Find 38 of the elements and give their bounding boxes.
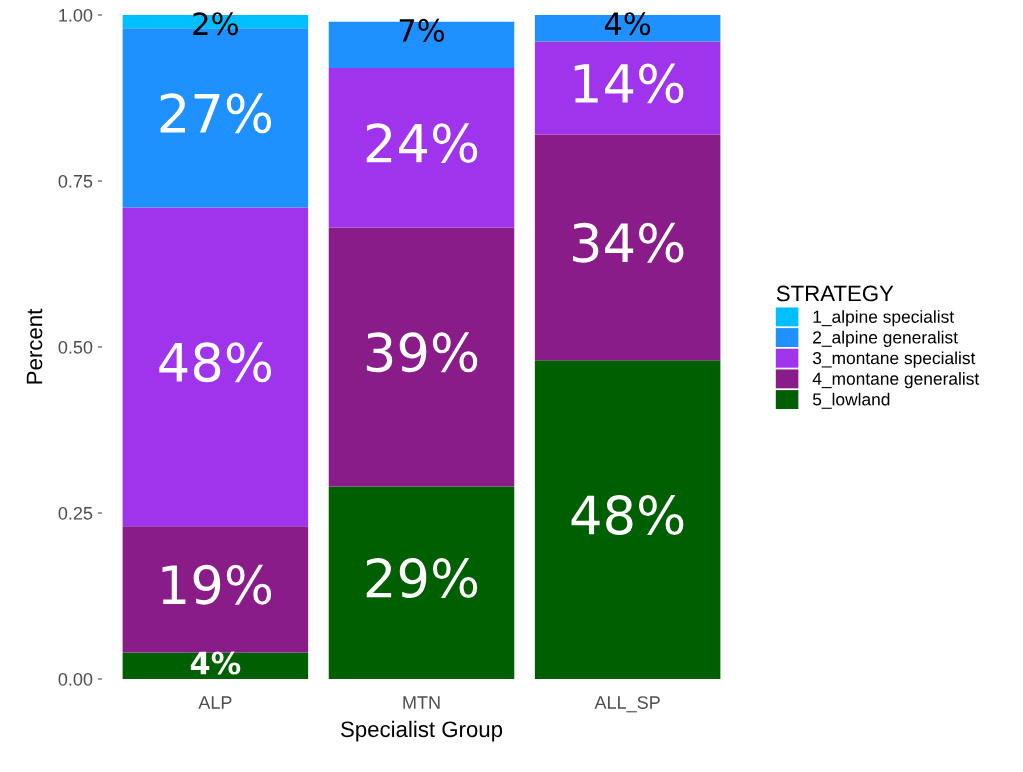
bar [122, 207, 309, 527]
y-axis-title: Percent [26, 308, 43, 384]
data-label: 4% [604, 12, 651, 36]
bar [328, 227, 515, 487]
bar [122, 526, 309, 653]
legend-label: 3_montane specialist [812, 351, 976, 368]
y-tick-label: 1.00 [59, 8, 93, 22]
data-label: 19% [162, 564, 272, 605]
x-axis-title: Specialist Group [340, 720, 503, 742]
data-label: 29% [366, 558, 478, 599]
x-tick-label: MTN [403, 696, 440, 709]
y-tick-label: 0.50 [58, 340, 93, 354]
bar [328, 486, 515, 679]
data-label: 48% [571, 495, 684, 535]
bar [122, 652, 309, 679]
legend-label: 1_alpine specialist [813, 310, 954, 327]
legend-label: 5_lowland [812, 392, 890, 409]
legend-label: 4_montane generalist [812, 372, 980, 389]
bar [534, 41, 721, 135]
data-label: 27% [160, 93, 272, 134]
data-label: 34% [573, 222, 684, 263]
x-tick-label: ALP [198, 696, 232, 709]
bar [534, 360, 721, 679]
data-label: 48% [159, 342, 272, 383]
y-tick-label: 0.25 [58, 506, 93, 520]
bar [328, 68, 515, 228]
legend-label: 2_alpine generalist [813, 330, 958, 347]
x-tick-label: ALL_SP [594, 696, 660, 713]
data-label: 14% [574, 63, 684, 104]
legend-title: STRATEGY [776, 285, 894, 302]
data-label: 24% [366, 123, 478, 164]
data-label: 7% [399, 18, 445, 42]
bar [534, 134, 721, 361]
y-tick-label: 0.75 [58, 174, 93, 188]
data-label: 2% [193, 12, 238, 36]
data-label: 39% [366, 332, 478, 373]
data-label: 4% [190, 651, 241, 675]
y-tick-label: 0.00 [58, 672, 93, 686]
